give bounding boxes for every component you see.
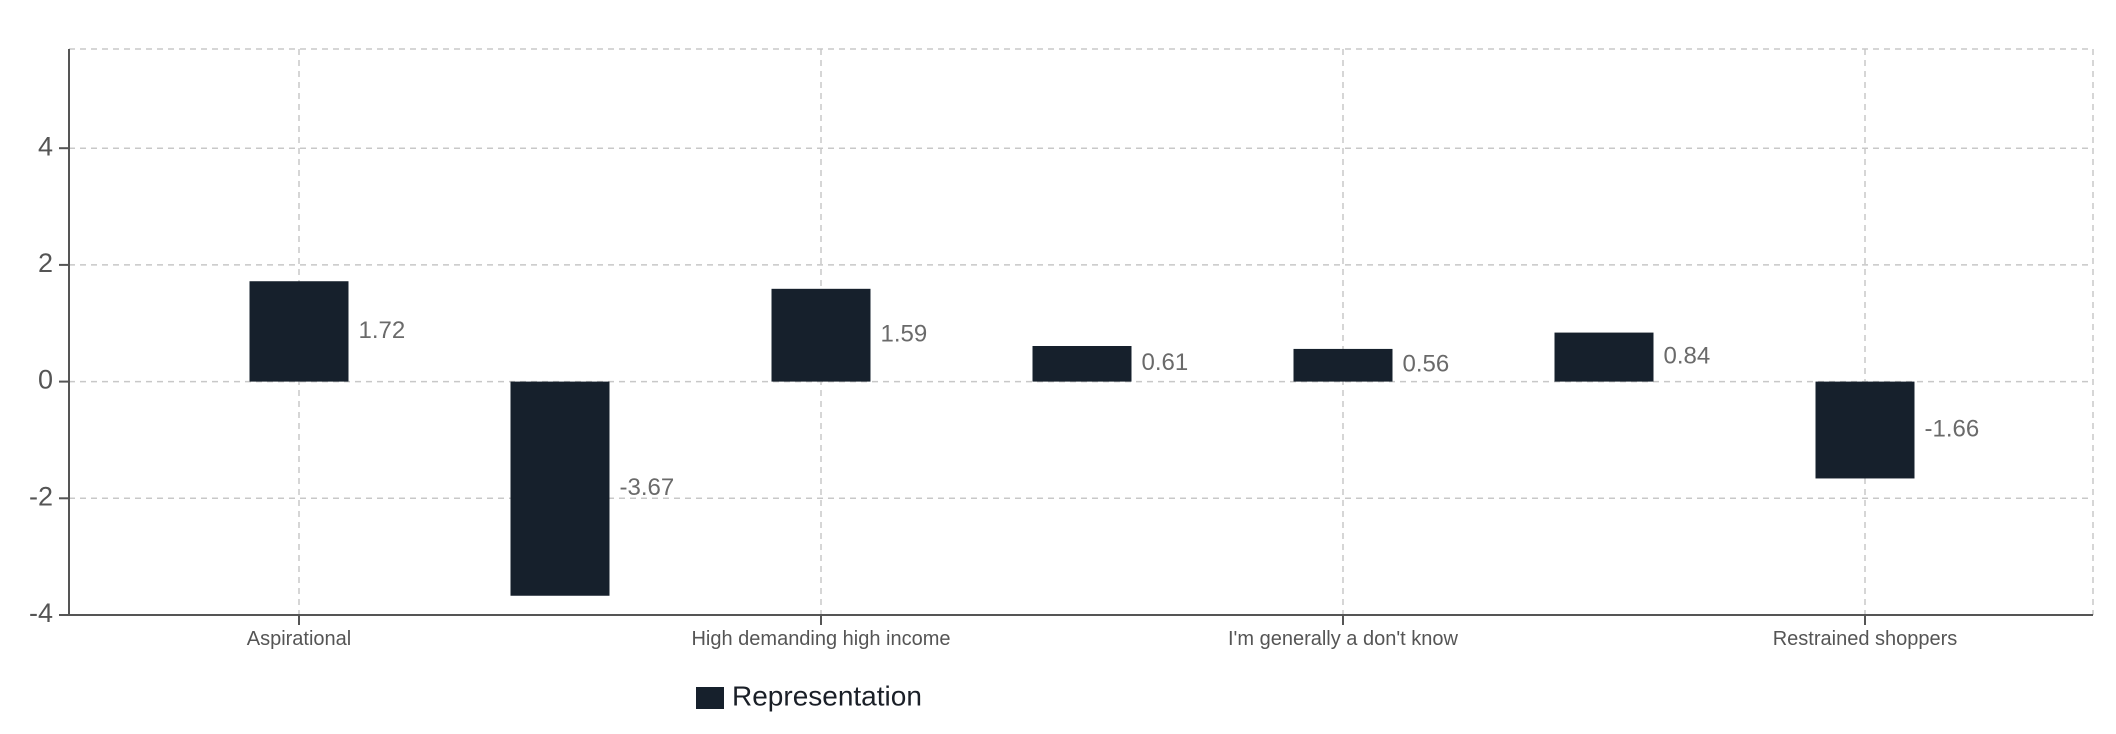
y-tick-label: 0 bbox=[38, 365, 53, 395]
axes bbox=[59, 49, 2093, 625]
legend-swatch bbox=[696, 687, 724, 709]
bar bbox=[1293, 348, 1393, 382]
x-tick-label: Aspirational bbox=[247, 628, 352, 650]
data-label: 0.61 bbox=[1142, 349, 1189, 376]
y-tick-label: -2 bbox=[29, 481, 53, 511]
bar bbox=[771, 288, 871, 382]
data-label: 1.59 bbox=[881, 321, 928, 348]
data-label: 1.72 bbox=[359, 317, 406, 344]
x-tick-label: Restrained shoppers bbox=[1773, 628, 1958, 650]
bar bbox=[1815, 381, 1915, 479]
y-tick-label: 4 bbox=[38, 131, 53, 161]
y-tick-label: 2 bbox=[38, 248, 53, 278]
x-tick-label: I'm generally a don't know bbox=[1228, 628, 1459, 650]
bar bbox=[1032, 346, 1132, 382]
legend: Representation bbox=[696, 680, 922, 711]
data-label: -1.66 bbox=[1925, 415, 1980, 442]
legend-label-representation: Representation bbox=[732, 680, 922, 711]
y-tick-label: -4 bbox=[29, 598, 53, 628]
data-label: 0.56 bbox=[1403, 351, 1450, 378]
data-label: 0.84 bbox=[1664, 342, 1711, 369]
labels: -4 -2 0 2 4 Aspirational High demanding high i… bbox=[29, 131, 1979, 650]
bar bbox=[1554, 332, 1654, 382]
x-tick-label: High demanding high income bbox=[691, 628, 950, 650]
bar bbox=[510, 381, 610, 596]
bars bbox=[249, 281, 1915, 596]
data-label: -3.67 bbox=[620, 474, 675, 501]
bar bbox=[249, 281, 349, 382]
